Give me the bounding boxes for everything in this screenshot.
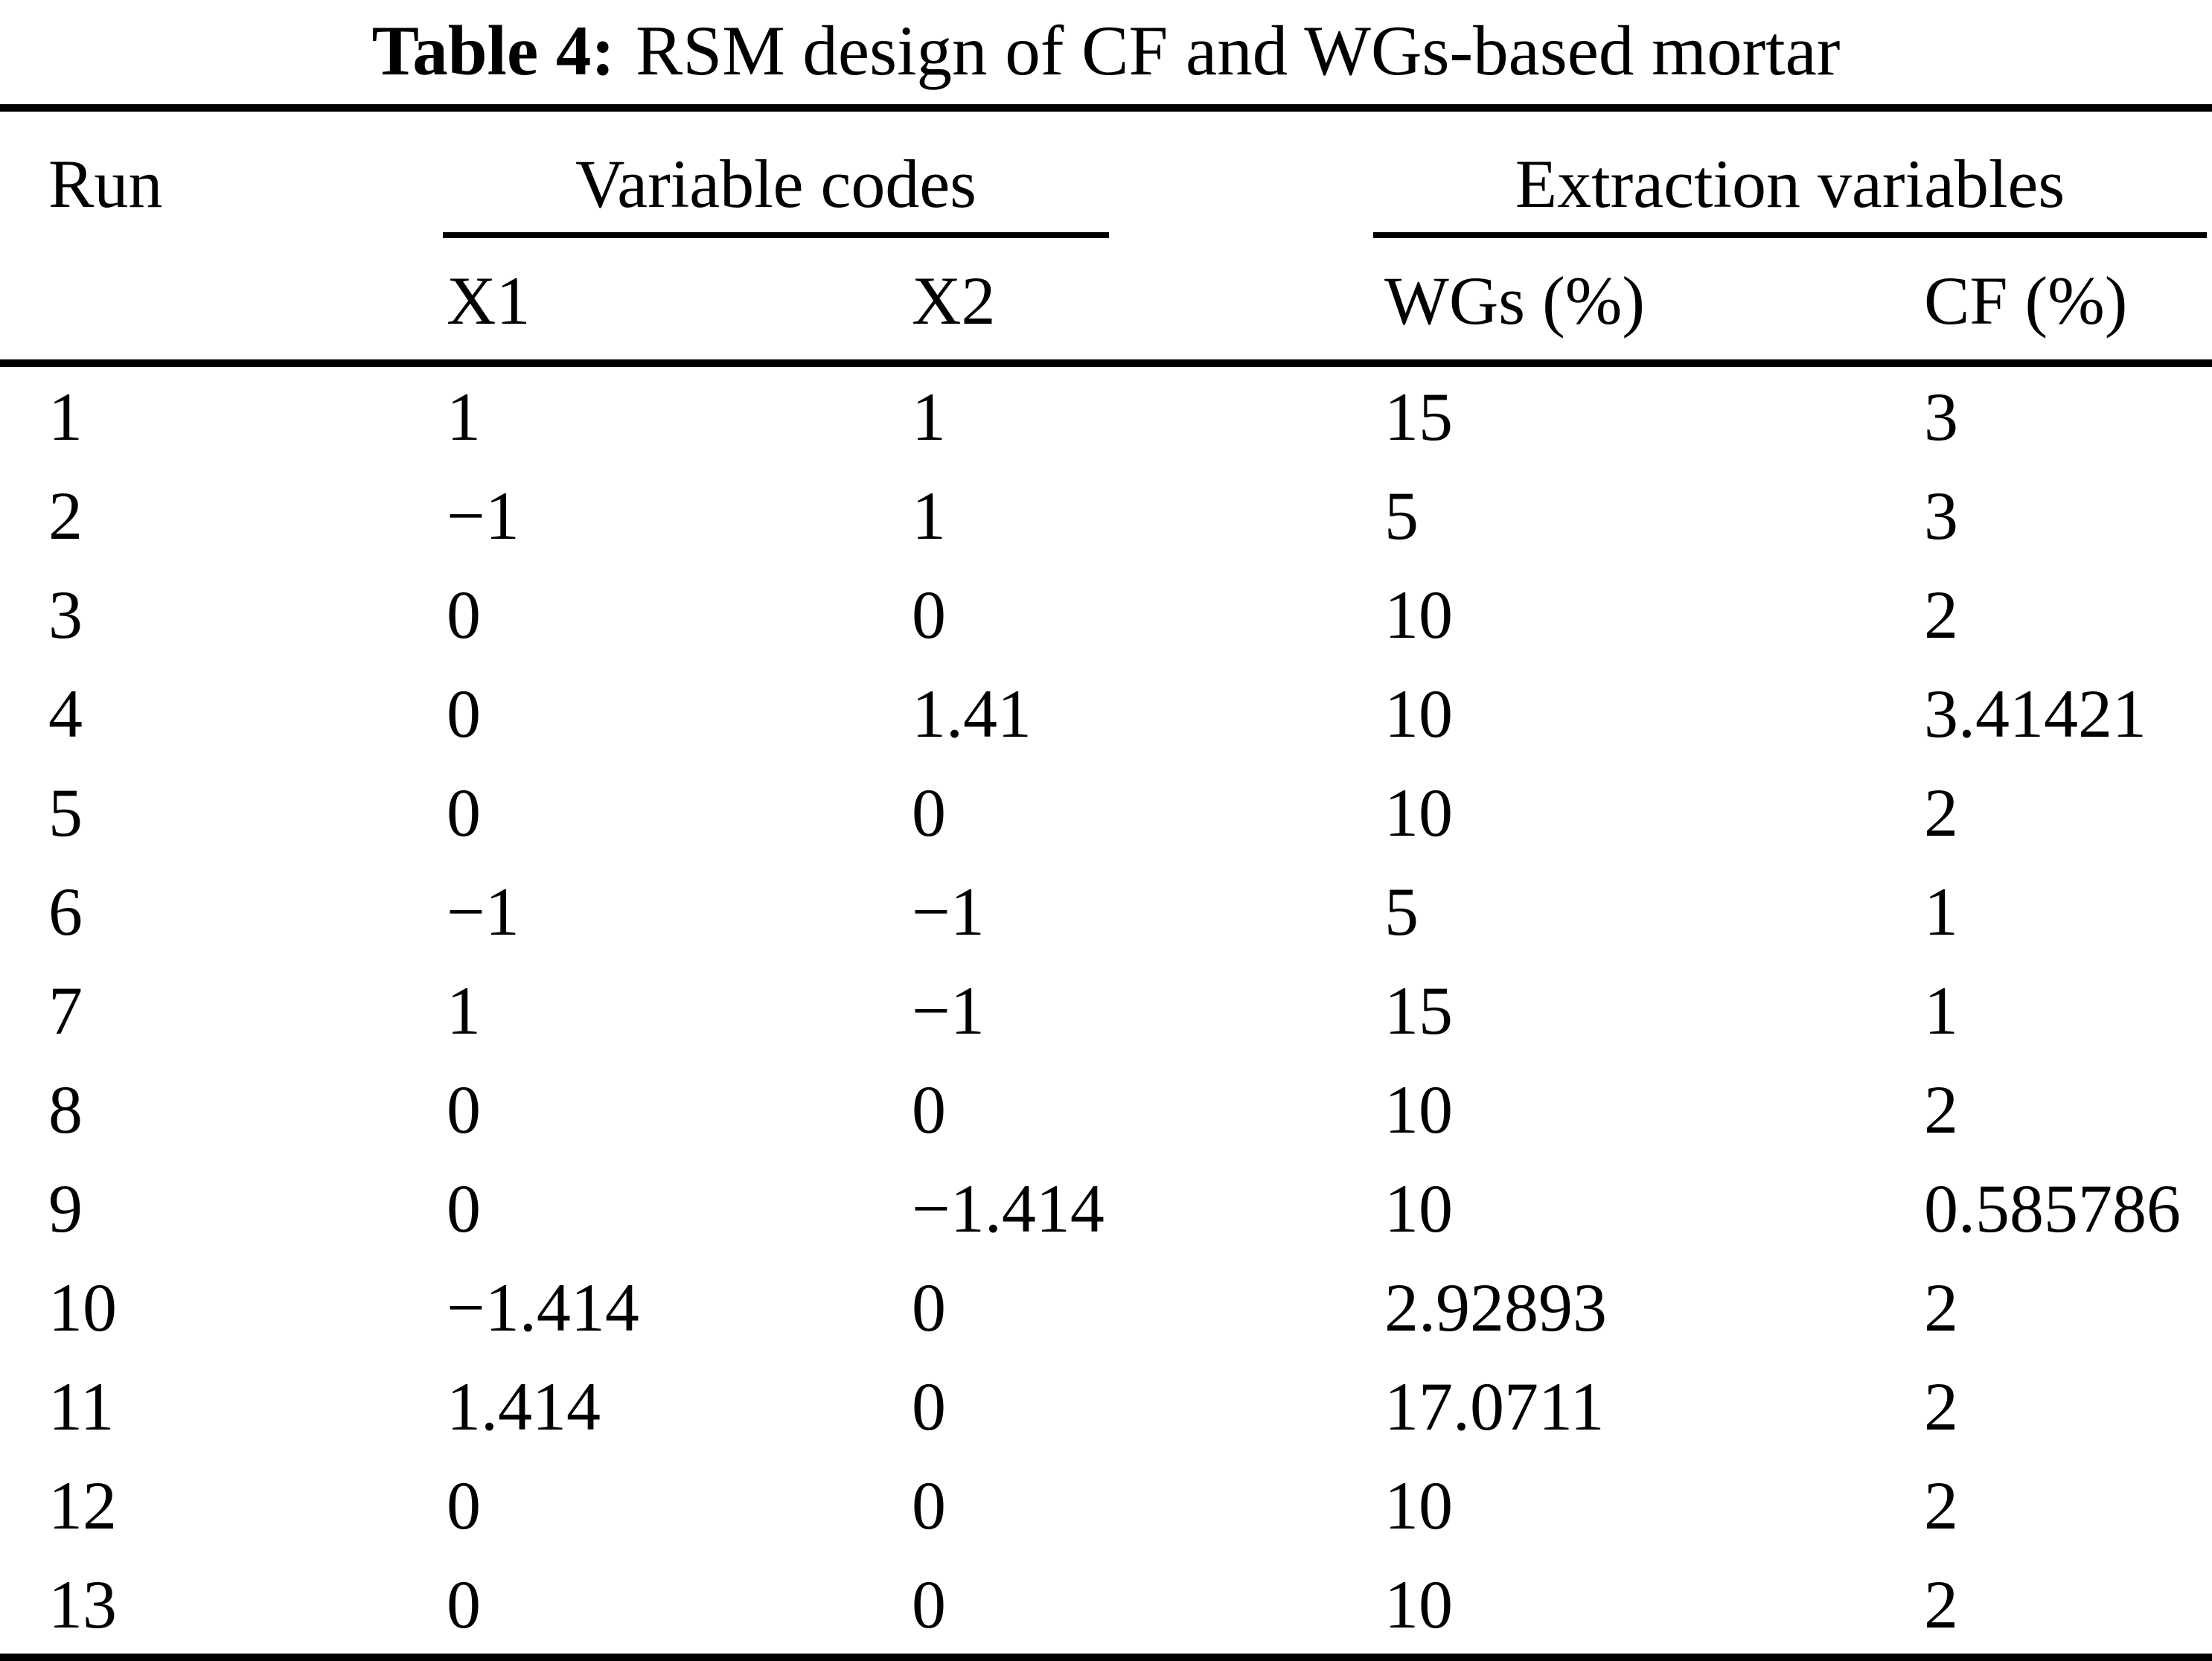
header-cf: CF (%) [1905, 238, 2212, 367]
cell-x1: 0 [447, 576, 481, 653]
cell-wgs: 10 [1384, 1170, 1453, 1246]
cell-x1: −1 [447, 873, 520, 950]
cell-run: 8 [48, 1071, 83, 1148]
cell-cf: 2 [1924, 1368, 1958, 1444]
table-row: 9 0 −1.414 10 0.585786 [0, 1159, 2212, 1258]
cell-x1: 1 [447, 972, 481, 1049]
cell-x2: 0 [912, 1269, 946, 1345]
cell-x2: 0 [912, 774, 946, 851]
cell-run: 4 [48, 675, 83, 752]
cell-x2: −1 [912, 972, 985, 1049]
cell-x2: 1 [912, 378, 946, 455]
table-row: 4 0 1.41 10 3.41421 [0, 664, 2212, 763]
cell-cf: 2 [1924, 1071, 1958, 1148]
cell-x2: −1 [912, 873, 985, 950]
header-group-variable-codes: Variable codes [413, 108, 1373, 238]
cell-x1: 0 [447, 1170, 481, 1246]
cell-x1: −1.414 [447, 1269, 639, 1345]
table-row: 1 1 1 15 3 [0, 363, 2212, 466]
cell-x1: 0 [447, 1071, 481, 1148]
table-row: 7 1 −1 15 1 [0, 961, 2212, 1060]
header-run: Run [48, 146, 163, 222]
table-row: 5 0 0 10 2 [0, 763, 2212, 862]
cell-x1: 0 [447, 1566, 481, 1642]
cell-wgs: 17.0711 [1384, 1368, 1605, 1444]
cell-x2: −1.414 [912, 1170, 1105, 1246]
table-row: 12 0 0 10 2 [0, 1456, 2212, 1555]
cell-cf: 3.41421 [1924, 675, 2147, 752]
cell-wgs: 5 [1384, 477, 1419, 554]
cell-cf: 3 [1924, 378, 1958, 455]
table-row: 3 0 0 10 2 [0, 565, 2212, 664]
cell-run: 11 [48, 1368, 115, 1444]
extraction-variables-label: Extraction variables [1373, 144, 2207, 238]
cell-run: 12 [48, 1467, 117, 1543]
cell-run: 9 [48, 1170, 83, 1246]
cell-run: 3 [48, 576, 83, 653]
rsm-design-table: Run Variable codes Extraction variables … [0, 104, 2212, 1661]
cell-wgs: 2.92893 [1384, 1269, 1607, 1345]
table-row: 13 0 0 10 2 [0, 1555, 2212, 1657]
cell-wgs: 10 [1384, 774, 1453, 851]
cell-x1: −1 [447, 477, 520, 554]
table-row: 6 −1 −1 5 1 [0, 862, 2212, 961]
header-sub-row: X1 X2 WGs (%) CF (%) [0, 238, 2212, 367]
cell-cf: 2 [1924, 774, 1958, 851]
cell-run: 1 [48, 378, 83, 455]
cell-cf: 2 [1924, 1566, 1958, 1642]
table-row: 2 −1 1 5 3 [0, 466, 2212, 565]
table-caption: Table 4: RSM design of CF and WGs-based m… [0, 6, 2212, 95]
cell-run: 10 [48, 1269, 117, 1345]
variable-codes-label: Variable codes [443, 144, 1109, 238]
header-group-extraction-variables: Extraction variables [1373, 108, 2212, 238]
cell-wgs: 10 [1384, 576, 1453, 653]
cell-run: 13 [48, 1566, 117, 1642]
cell-x1: 1.414 [447, 1368, 601, 1444]
cell-cf: 1 [1924, 873, 1958, 950]
cell-x2: 0 [912, 1368, 946, 1444]
cell-x1: 1 [447, 378, 481, 455]
cell-x1: 0 [447, 675, 481, 752]
table-caption-label: Table 4: [371, 11, 616, 90]
cell-wgs: 10 [1384, 1566, 1453, 1642]
header-x2: X2 [897, 238, 1373, 367]
table-row: 8 0 0 10 2 [0, 1060, 2212, 1159]
table-caption-text: RSM design of CF and WGs-based mortar [636, 11, 1841, 90]
cell-x2: 0 [912, 1467, 946, 1543]
cell-cf: 2 [1924, 1467, 1958, 1543]
cell-x2: 0 [912, 1071, 946, 1148]
cell-x2: 0 [912, 576, 946, 653]
cell-x1: 0 [447, 774, 481, 851]
cell-x1: 0 [447, 1467, 481, 1543]
cell-cf: 0.585786 [1924, 1170, 2181, 1246]
cell-run: 2 [48, 477, 83, 554]
cell-x2: 0 [912, 1566, 946, 1642]
cell-wgs: 10 [1384, 1467, 1453, 1543]
table-row: 10 −1.414 0 2.92893 2 [0, 1258, 2212, 1357]
header-run-spacer [0, 238, 413, 367]
cell-wgs: 5 [1384, 873, 1419, 950]
cell-run: 6 [48, 873, 83, 950]
cell-run: 5 [48, 774, 83, 851]
header-group-row: Run Variable codes Extraction variables [0, 108, 2212, 238]
cell-run: 7 [48, 972, 83, 1049]
table-row: 11 1.414 0 17.0711 2 [0, 1357, 2212, 1456]
cell-wgs: 15 [1384, 972, 1453, 1049]
cell-wgs: 10 [1384, 1071, 1453, 1148]
header-wgs: WGs (%) [1373, 238, 1905, 367]
cell-wgs: 15 [1384, 378, 1453, 455]
cell-cf: 3 [1924, 477, 1958, 554]
cell-cf: 2 [1924, 576, 1958, 653]
cell-x2: 1 [912, 477, 946, 554]
header-x1: X1 [413, 238, 897, 367]
cell-wgs: 10 [1384, 675, 1453, 752]
cell-cf: 1 [1924, 972, 1958, 1049]
cell-x2: 1.41 [912, 675, 1032, 752]
cell-cf: 2 [1924, 1269, 1958, 1345]
